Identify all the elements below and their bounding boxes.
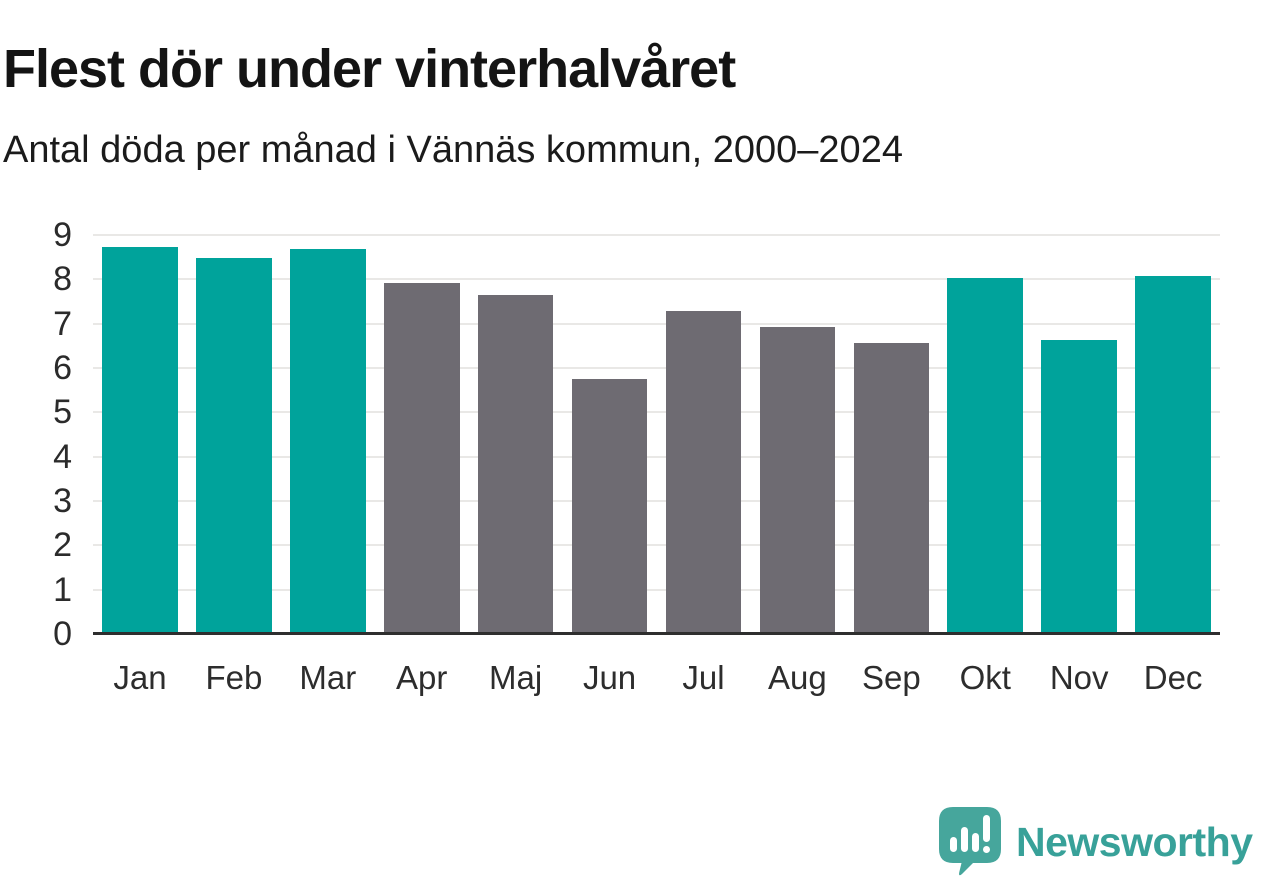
x-tick-label-dec: Dec	[1143, 659, 1203, 696]
bar-okt	[947, 277, 1024, 634]
bar-slot-jan	[93, 235, 187, 634]
bar-slot-okt	[938, 235, 1032, 634]
bar-slot-jul	[657, 235, 751, 634]
x-tick-label-mar: Mar	[299, 659, 357, 696]
bar-chart: 0 1 2 3 4 5 6 7 8 9	[0, 218, 1220, 651]
x-tick-label-jul: Jul	[682, 659, 725, 696]
bar-slot-jun	[563, 235, 657, 634]
x-tick-label-aug: Aug	[768, 659, 827, 696]
gridline-4	[93, 455, 1220, 458]
x-tick-label-apr: Apr	[396, 659, 448, 696]
bar-mar	[290, 249, 366, 634]
x-tick-label-feb: Feb	[205, 659, 263, 696]
y-tick-label-3: 3	[53, 482, 72, 521]
plot-area	[93, 234, 1220, 635]
y-tick-label-1: 1	[53, 570, 72, 609]
bar-slot-dec	[1126, 235, 1220, 634]
bar-slot-sep	[844, 235, 938, 634]
bar-slot-maj	[469, 235, 563, 634]
bar-slot-feb	[187, 235, 281, 634]
gridline-3	[93, 500, 1220, 503]
bar-slot-nov	[1032, 235, 1126, 634]
y-tick-label-7: 7	[53, 304, 72, 343]
chart-title: Flest dör under vinterhalvåret	[3, 39, 736, 100]
bar-feb	[196, 258, 272, 634]
x-axis-line	[93, 632, 1220, 635]
bar-aug	[759, 327, 836, 634]
bar-jul	[665, 311, 742, 634]
gridline-7	[93, 322, 1220, 325]
gridline-6	[93, 367, 1220, 370]
gridline-1	[93, 588, 1220, 591]
y-axis: 0 1 2 3 4 5 6 7 8 9	[0, 218, 78, 651]
x-tick-label-maj: Maj	[489, 659, 543, 696]
gridline-8	[93, 278, 1220, 281]
y-tick-label-5: 5	[53, 393, 72, 432]
bar-maj	[477, 295, 554, 634]
y-tick-label-2: 2	[53, 526, 72, 565]
newsworthy-logo[interactable]: Newsworthy	[936, 804, 1253, 879]
bar-nov	[1041, 339, 1117, 634]
gridline-2	[93, 544, 1220, 547]
y-tick-label-6: 6	[53, 349, 72, 388]
chart-subtitle: Antal döda per månad i Vännäs kommun, 20…	[3, 129, 903, 171]
bar-slot-aug	[750, 235, 844, 634]
newsworthy-bubble-chart-icon	[936, 804, 1004, 879]
gridline-9	[93, 234, 1220, 236]
x-tick-label-jun: Jun	[582, 659, 637, 696]
x-tick-label-jan: Jan	[113, 659, 167, 696]
y-tick-label-9: 9	[53, 216, 72, 254]
gridline-5	[93, 411, 1220, 414]
y-tick-label-8: 8	[53, 260, 72, 299]
bar-apr	[383, 282, 460, 634]
y-tick-label-0: 0	[53, 615, 72, 653]
x-tick-label-okt: Okt	[959, 659, 1011, 696]
x-axis-labels: Jan Feb Mar Apr Maj Jun Jul Aug Sep Okt Nov Dec	[93, 658, 1220, 698]
bar-dec	[1135, 275, 1211, 634]
y-tick-label-4: 4	[53, 437, 72, 476]
newsworthy-wordmark: Newsworthy	[1016, 819, 1253, 865]
x-tick-label-nov: Nov	[1049, 659, 1109, 696]
bar-jan	[102, 247, 178, 634]
bar-sep	[853, 343, 930, 634]
bar-slot-mar	[281, 235, 375, 634]
x-tick-label-sep: Sep	[861, 659, 921, 696]
bar-slot-apr	[375, 235, 469, 634]
bars-container	[93, 235, 1220, 634]
bar-jun	[571, 378, 648, 634]
